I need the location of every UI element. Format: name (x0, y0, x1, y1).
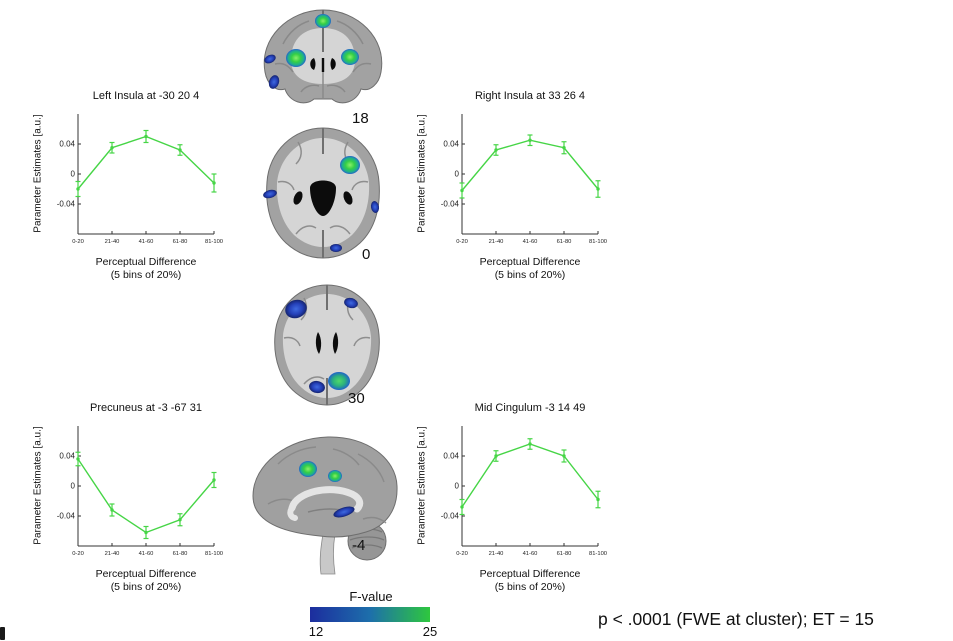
svg-text:0.04: 0.04 (59, 140, 75, 149)
activation-blob-blue (268, 75, 280, 89)
activation-blob-blue (370, 201, 380, 213)
corpus-callosum (288, 486, 364, 513)
activation-blob-green (315, 14, 331, 28)
ventricle (315, 332, 322, 354)
svg-text:-0.04: -0.04 (441, 512, 460, 521)
svg-text:61-80: 61-80 (173, 239, 188, 245)
x-axis-sublabel: (5 bins of 20%) (494, 581, 566, 593)
svg-text:0.04: 0.04 (443, 452, 459, 461)
activation-blob-blue (333, 506, 355, 518)
plot-title: Mid Cingulum -3 14 49 (474, 402, 586, 414)
x-axis-label: Perceptual Difference (95, 256, 197, 268)
colorbar-title: F-value (349, 589, 393, 604)
ventricle (310, 58, 316, 70)
activation-blob-blue (285, 299, 307, 319)
y-axis-label: Parameter Estimates [a.u.] (32, 114, 44, 233)
line-chart: 0.04 0 -0.04 0-20 21-40 41-60 61-80 81-100 (57, 114, 223, 245)
svg-text:41-60: 41-60 (139, 239, 154, 245)
svg-text:0-20: 0-20 (456, 551, 468, 557)
plot-precuneus: Precuneus at -3 -67 31 Parameter Estimat… (28, 402, 226, 598)
line-chart: 0.04 0 -0.04 0-20 21-40 41-60 61-80 81-100 (441, 426, 607, 557)
activation-blob-green (340, 156, 360, 174)
svg-text:0: 0 (71, 482, 76, 491)
svg-text:-0.04: -0.04 (57, 200, 76, 209)
svg-text:0: 0 (71, 170, 76, 179)
line-chart: 0.04 0 -0.04 0-20 21-40 41-60 61-80 81-100 (57, 426, 223, 557)
slice-coordinate-label: 30 (348, 390, 365, 407)
activation-blob-blue (264, 54, 276, 64)
svg-text:41-60: 41-60 (523, 239, 538, 245)
ventricle (332, 332, 339, 354)
svg-text:0: 0 (455, 170, 460, 179)
activation-blob-blue (263, 189, 277, 199)
svg-text:21-40: 21-40 (489, 551, 504, 557)
x-axis-label: Perceptual Difference (95, 568, 197, 580)
activation-blob-green (299, 461, 317, 477)
svg-text:0-20: 0-20 (72, 551, 84, 557)
brain-slice-coronal (243, 2, 403, 125)
slice-coordinate-label: 18 (352, 110, 369, 127)
svg-text:0.04: 0.04 (59, 452, 75, 461)
svg-text:21-40: 21-40 (105, 239, 120, 245)
line-chart: 0.04 0 -0.04 0-20 21-40 41-60 61-80 81-100 (441, 114, 607, 245)
significance-note: p < .0001 (FWE at cluster); ET = 15 (598, 609, 874, 629)
x-axis-sublabel: (5 bins of 20%) (110, 581, 182, 593)
activation-blob-teal (328, 372, 350, 390)
svg-text:21-40: 21-40 (489, 239, 504, 245)
slice-coordinate-label: 0 (362, 246, 371, 263)
cropped-text-artifact (0, 627, 5, 640)
svg-text:81-100: 81-100 (589, 551, 607, 557)
activation-blob-blue (309, 380, 325, 394)
y-axis-label: Parameter Estimates [a.u.] (32, 426, 44, 545)
brain-slice-axial-30 (252, 280, 402, 417)
svg-text:81-100: 81-100 (205, 551, 223, 557)
brain-slice-sagittal (238, 424, 413, 581)
svg-text:0-20: 0-20 (456, 239, 468, 245)
svg-text:81-100: 81-100 (589, 239, 607, 245)
colorbar-min-label: 12 (308, 624, 324, 639)
white-matter (291, 28, 355, 84)
svg-text:61-80: 61-80 (557, 239, 572, 245)
svg-text:-0.04: -0.04 (441, 200, 460, 209)
slice-coordinate-label: -4 (352, 537, 366, 554)
brainstem (319, 533, 336, 575)
plot-left-insula: Left Insula at -30 20 4 Parameter Estima… (28, 90, 226, 286)
svg-text:-0.04: -0.04 (57, 512, 76, 521)
svg-text:61-80: 61-80 (557, 551, 572, 557)
activation-blob-blue (330, 244, 342, 252)
plot-title: Precuneus at -3 -67 31 (90, 402, 202, 414)
svg-text:41-60: 41-60 (139, 551, 154, 557)
x-axis-label: Perceptual Difference (479, 256, 581, 268)
x-axis-label: Perceptual Difference (479, 568, 581, 580)
white-matter (282, 294, 372, 398)
activation-blob-blue (344, 297, 358, 309)
x-axis-sublabel: (5 bins of 20%) (494, 269, 566, 281)
svg-text:21-40: 21-40 (105, 551, 120, 557)
plot-mid-cingulum: Mid Cingulum -3 14 49 Parameter Estimate… (412, 402, 610, 598)
x-axis-sublabel: (5 bins of 20%) (110, 269, 182, 281)
svg-text:0-20: 0-20 (72, 239, 84, 245)
svg-text:0: 0 (455, 482, 460, 491)
activation-blob-green (328, 470, 342, 482)
activation-blob-green (286, 49, 306, 67)
colorbar-gradient (310, 607, 430, 622)
plot-right-insula: Right Insula at 33 26 4 Parameter Estima… (412, 90, 610, 286)
svg-text:81-100: 81-100 (205, 239, 223, 245)
svg-text:61-80: 61-80 (173, 551, 188, 557)
colorbar-max-label: 25 (422, 624, 438, 639)
plot-title: Left Insula at -30 20 4 (92, 90, 200, 102)
svg-text:41-60: 41-60 (523, 551, 538, 557)
plot-title: Right Insula at 33 26 4 (474, 90, 586, 102)
ventricle (330, 58, 336, 70)
activation-blob-green (341, 49, 359, 65)
y-axis-label: Parameter Estimates [a.u.] (416, 114, 428, 233)
svg-text:0.04: 0.04 (443, 140, 459, 149)
brain-slice-axial-0 (248, 122, 398, 269)
y-axis-label: Parameter Estimates [a.u.] (416, 426, 428, 545)
ventricle (310, 180, 336, 216)
